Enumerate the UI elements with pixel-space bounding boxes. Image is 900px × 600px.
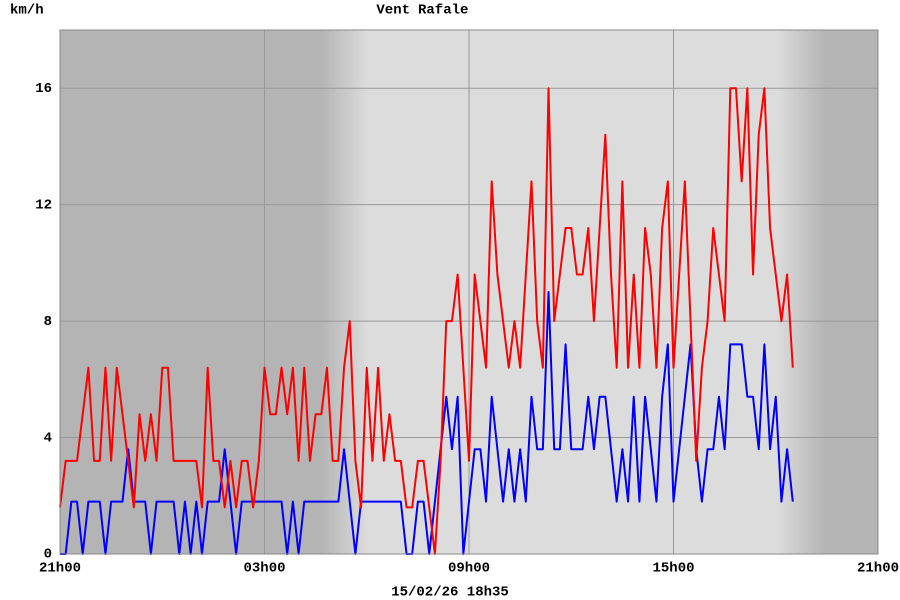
legend-entry: Vent	[376, 3, 410, 19]
footer: 15/02/26 18h35	[391, 585, 509, 600]
x-tick-label: 21h00	[39, 561, 81, 577]
legend-entry: Rafale	[418, 3, 468, 19]
y-tick-label: 16	[35, 81, 52, 97]
x-tick-label: 15h00	[652, 561, 694, 577]
lines	[59, 87, 794, 555]
y-tick-label: 8	[44, 314, 52, 330]
series-line	[59, 87, 794, 555]
y-axis-label: km/h	[10, 3, 44, 19]
dawn-shade	[320, 30, 368, 554]
x-tick-label: 09h00	[448, 561, 490, 577]
plot-border	[59, 29, 879, 555]
night-shade	[826, 30, 878, 554]
x-tick-label: 21h00	[857, 561, 899, 577]
series-line	[60, 291, 794, 555]
x-tick-label: 03h00	[243, 561, 285, 577]
y-tick-label: 0	[44, 547, 52, 563]
y-tick-label: 4	[44, 430, 52, 446]
y-tick-label: 12	[35, 197, 52, 213]
night-shade	[60, 30, 320, 554]
